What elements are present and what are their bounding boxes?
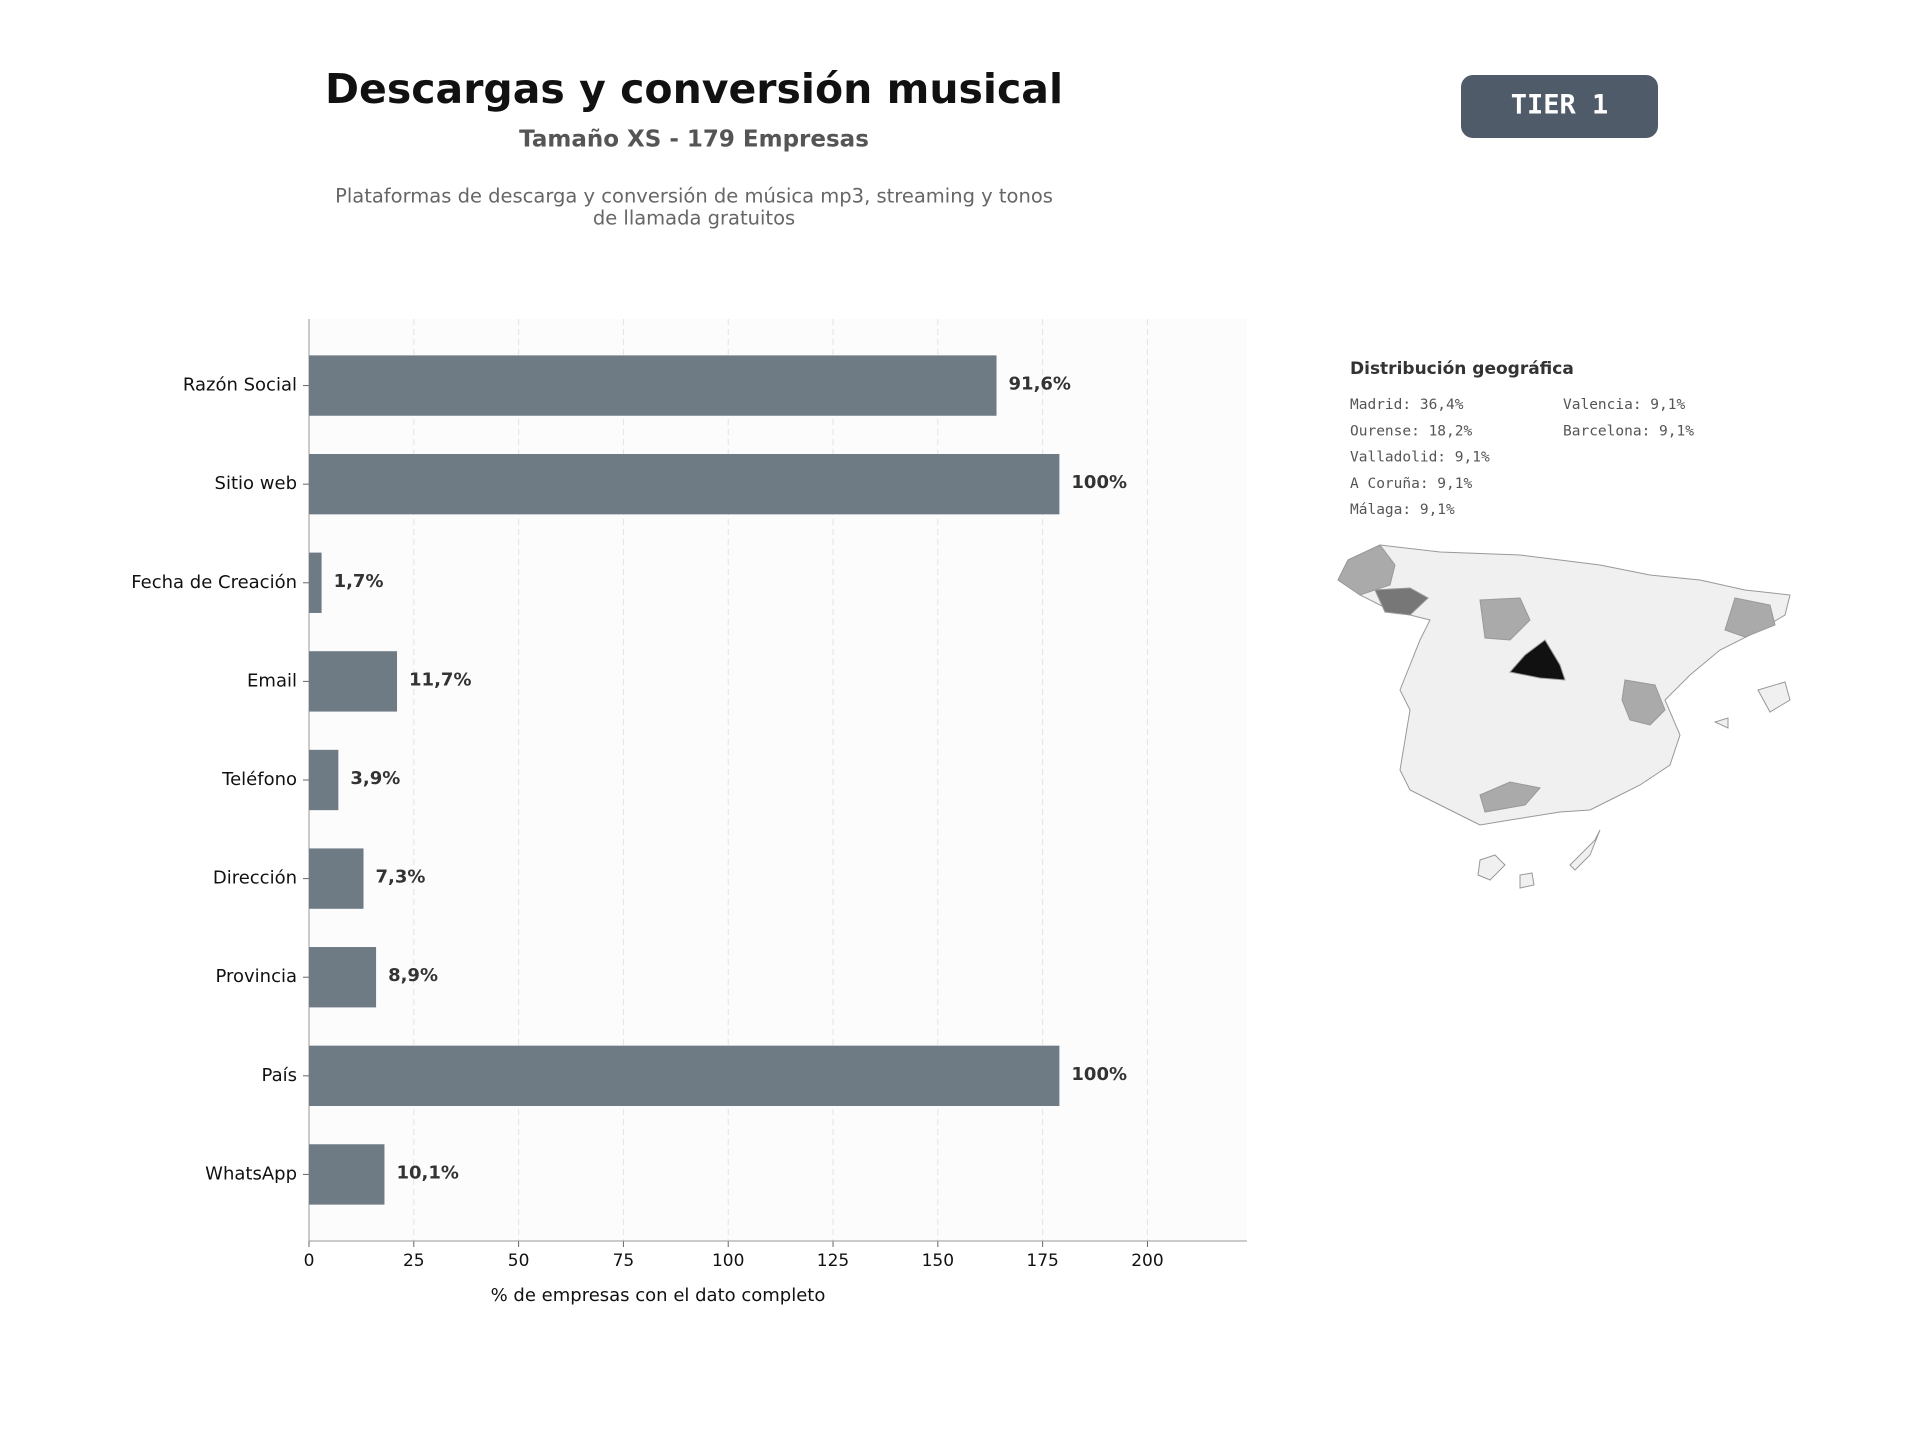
- badge-box: [1461, 75, 1658, 138]
- x-tick-label: 0: [304, 1251, 315, 1271]
- value-label: 100%: [1071, 1064, 1127, 1085]
- geo-item: Málaga: 9,1%: [1350, 502, 1455, 518]
- geo-item: A Coruña: 9,1%: [1350, 476, 1472, 492]
- x-tick-label: 25: [403, 1251, 425, 1271]
- map-island: [1757, 681, 1791, 713]
- bar: [309, 1045, 1060, 1107]
- geo-item: Valencia: 9,1%: [1563, 397, 1685, 413]
- x-tick-label: 175: [1026, 1251, 1058, 1271]
- geo-item: Valladolid: 9,1%: [1350, 450, 1490, 466]
- x-tick-label: 200: [1131, 1251, 1163, 1271]
- x-tick-label: 125: [817, 1251, 849, 1271]
- y-tick-label: País: [262, 1065, 297, 1086]
- bar: [309, 552, 322, 613]
- map-island: [1713, 717, 1729, 729]
- bar: [309, 947, 377, 1008]
- y-tick-label: Razón Social: [183, 375, 297, 396]
- value-label: 1,7%: [334, 571, 384, 592]
- value-label: 3,9%: [350, 768, 400, 789]
- badge: TIER 1: [1511, 90, 1609, 121]
- map-island: [1569, 829, 1601, 871]
- y-tick-label: Email: [247, 670, 297, 691]
- bar: [309, 749, 339, 811]
- map-island: [1477, 854, 1506, 881]
- y-tick-label: Dirección: [213, 868, 297, 889]
- map-region: [1509, 639, 1566, 681]
- x-tick-label: 150: [922, 1251, 954, 1271]
- x-tick-label: 50: [508, 1251, 530, 1271]
- x-tick-label: 75: [613, 1251, 635, 1271]
- bar: [309, 355, 997, 416]
- y-tick-label: Sitio web: [215, 473, 297, 494]
- geo-title: Distribución geográfica: [1350, 359, 1574, 379]
- value-label: 10,1%: [396, 1162, 458, 1183]
- value-label: 8,9%: [388, 965, 438, 986]
- bar: [309, 651, 398, 712]
- description: de llamada gratuitos: [593, 207, 795, 230]
- map: [1337, 544, 1791, 889]
- value-label: 100%: [1071, 472, 1127, 493]
- map-region: [1479, 781, 1541, 813]
- map-country: [1337, 544, 1791, 826]
- y-tick-label: WhatsApp: [205, 1163, 297, 1184]
- bar: [309, 848, 364, 909]
- geo-item: Barcelona: 9,1%: [1563, 423, 1694, 439]
- bar: [309, 453, 1060, 515]
- title: Descargas y conversión musical: [325, 65, 1063, 113]
- y-tick-label: Provincia: [215, 966, 297, 987]
- geo-item: Ourense: 18,2%: [1350, 423, 1472, 439]
- geo-item: Madrid: 36,4%: [1350, 397, 1464, 413]
- value-label: 11,7%: [409, 669, 471, 690]
- x-tick-label: 100: [712, 1251, 744, 1271]
- y-tick-label: Teléfono: [221, 769, 297, 790]
- value-label: 7,3%: [375, 867, 425, 888]
- x-axis-label: % de empresas con el dato completo: [491, 1285, 826, 1306]
- description: Plataformas de descarga y conversión de …: [335, 185, 1053, 208]
- map-region: [1337, 544, 1396, 596]
- map-region: [1621, 679, 1666, 726]
- subtitle: Tamaño XS - 179 Empresas: [519, 127, 869, 153]
- bar: [309, 1144, 385, 1205]
- map-region: [1374, 587, 1429, 616]
- map-region: [1479, 597, 1531, 641]
- map-region: [1724, 597, 1776, 638]
- y-tick-label: Fecha de Creación: [131, 572, 297, 593]
- map-island: [1519, 872, 1535, 889]
- value-label: 91,6%: [1009, 374, 1071, 395]
